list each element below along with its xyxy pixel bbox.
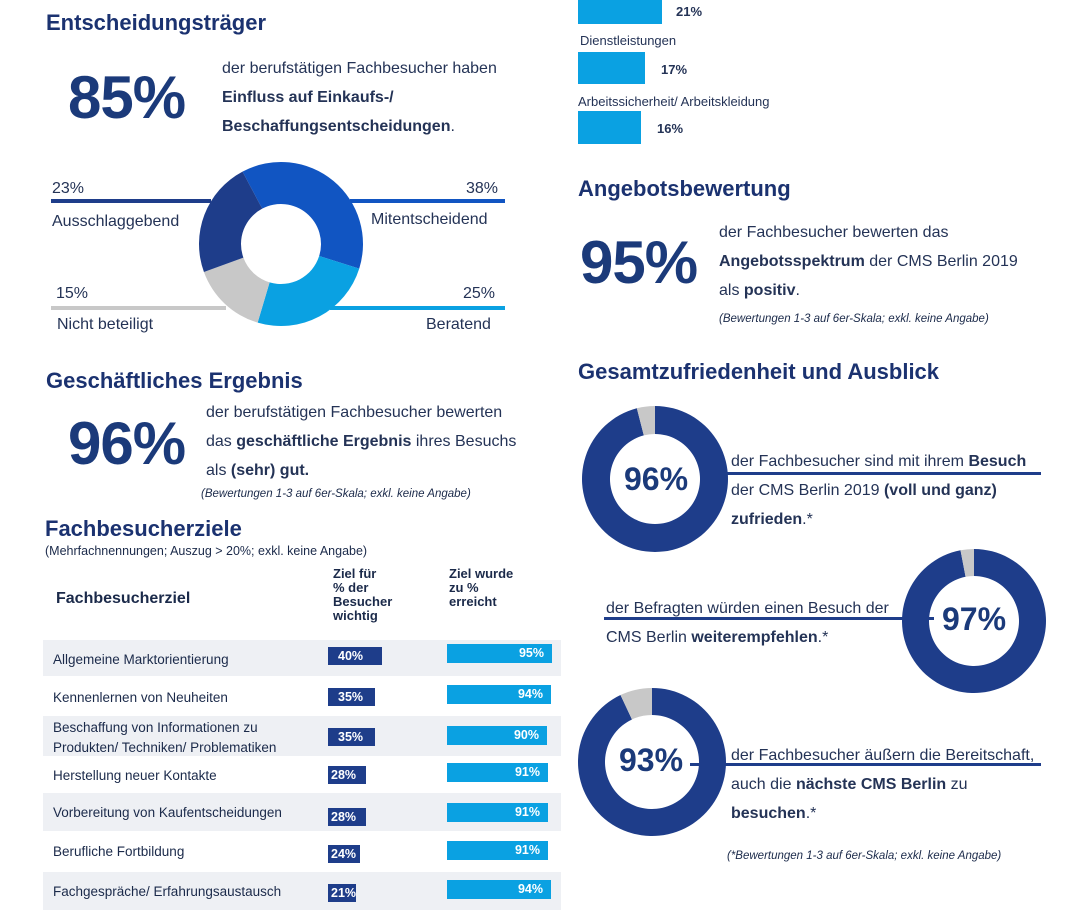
line-nicht-beteiligt bbox=[51, 306, 226, 310]
goals-bar-important: 24% bbox=[328, 845, 360, 863]
goals-row-label: Kennenlernen von Neuheiten bbox=[53, 690, 228, 705]
goals-bar-achieved: 95% bbox=[447, 644, 552, 663]
top-bar-2-label: Dienstleistungen bbox=[580, 33, 677, 48]
result-title: Geschäftliches Ergebnis bbox=[46, 368, 303, 393]
top-bar-3-value: 16% bbox=[657, 121, 684, 136]
goals-row: Kennenlernen von Neuheiten 35% 94% bbox=[43, 678, 561, 714]
ring-filled-slice bbox=[901, 549, 1046, 693]
goals-row-label: Herstellung neuer Kontakte bbox=[53, 768, 217, 783]
result-big-number: 96% bbox=[68, 410, 186, 477]
ring1-text: der Fachbesucher sind mit ihrem Besuch d… bbox=[731, 453, 1027, 528]
donut-label-23: 23% bbox=[52, 180, 85, 197]
top-bar-2 bbox=[578, 52, 645, 84]
decision-big-number: 85% bbox=[68, 64, 186, 131]
donut-slice-ausschlaggebend bbox=[199, 171, 263, 273]
ring3-donut bbox=[578, 688, 726, 836]
satisfaction-note: (*Bewertungen 1-3 auf 6er-Skala; exkl. k… bbox=[727, 850, 1002, 862]
donut-slice-beratend bbox=[257, 255, 360, 326]
decision-title: Entscheidungsträger bbox=[46, 10, 267, 35]
donut-cat-ausschlaggebend: Ausschlaggebend bbox=[52, 213, 180, 230]
ring3-text: der Fachbesucher äußern die Bereitschaft… bbox=[731, 747, 1035, 822]
ring-rest-slice bbox=[636, 406, 655, 436]
offer-title: Angebotsbewertung bbox=[578, 176, 791, 201]
ring-rest-slice bbox=[960, 549, 974, 577]
goals-row-label: Fachgespräche/ Erfahrungsaustausch bbox=[53, 884, 282, 899]
donut-cat-beratend: Beratend bbox=[426, 316, 491, 333]
goals-bar-achieved: 91% bbox=[447, 763, 548, 782]
top-bar-3 bbox=[578, 111, 641, 144]
goals-col0-header: Fachbesucherziel bbox=[56, 590, 191, 607]
ring2-value: 97% bbox=[942, 601, 1007, 637]
goals-col2-header: Ziel wurde zu % erreicht bbox=[449, 566, 514, 609]
goals-col1-header: Ziel für% der Besucher wichtig bbox=[333, 566, 393, 623]
goals-bar-achieved: 94% bbox=[447, 880, 551, 899]
goals-row-label: Allgemeine Marktorientierung bbox=[53, 652, 229, 667]
goals-row: Beschaffung von Informationen zu Produkt… bbox=[43, 716, 561, 756]
donut-label-25: 25% bbox=[463, 285, 496, 302]
ring-filled-slice bbox=[582, 406, 728, 552]
goals-row: Berufliche Fortbildung 24% 91% bbox=[43, 832, 561, 868]
goals-row: Herstellung neuer Kontakte 28% 91% bbox=[43, 756, 561, 792]
result-text: der berufstätigen Fachbesucher bewerten … bbox=[206, 404, 517, 479]
goals-bar-achieved: 91% bbox=[447, 803, 548, 822]
top-bar-2-value: 17% bbox=[661, 62, 688, 77]
goals-bar-achieved: 94% bbox=[447, 685, 551, 704]
goals-title: Fachbesucherziele bbox=[45, 516, 242, 541]
goals-bar-important: 35% bbox=[328, 688, 375, 706]
goals-row-label: Berufliche Fortbildung bbox=[53, 844, 185, 859]
goals-bar-important: 35% bbox=[328, 728, 375, 746]
ring2-text: der Befragten würden einen Besuch der CM… bbox=[606, 600, 889, 646]
ring-rest-slice bbox=[620, 688, 652, 720]
decision-text: der berufstätigen Fachbesucher haben Ein… bbox=[222, 60, 497, 135]
offer-big-number: 95% bbox=[580, 229, 698, 296]
donut-cat-nicht-beteiligt: Nicht beteiligt bbox=[57, 316, 154, 333]
goals-row-label: Vorbereitung von Kaufentscheidungen bbox=[53, 805, 282, 820]
line-beratend bbox=[330, 306, 505, 310]
offer-note: (Bewertungen 1-3 auf 6er-Skala; exkl. ke… bbox=[719, 313, 989, 325]
goals-bar-important: 28% bbox=[328, 766, 366, 784]
goals-row-label: Beschaffung von Informationen zu Produkt… bbox=[53, 720, 277, 755]
donut-slice-nicht-beteiligt bbox=[203, 257, 270, 323]
goals-bar-achieved: 91% bbox=[447, 841, 548, 860]
offer-text: der Fachbesucher bewerten das Angebotssp… bbox=[719, 224, 1018, 299]
result-note: (Bewertungen 1-3 auf 6er-Skala; exkl. ke… bbox=[201, 488, 471, 500]
donut-slice-mitentscheidend bbox=[242, 162, 363, 269]
ring-filled-slice bbox=[578, 688, 726, 836]
goals-bar-important: 28% bbox=[328, 808, 366, 826]
donut-cat-mitentscheidend: Mitentscheidend bbox=[371, 211, 488, 228]
ring2-donut bbox=[901, 549, 1046, 693]
goals-subtitle: (Mehrfachnennungen; Auszug > 20%; exkl. … bbox=[45, 544, 368, 558]
ring1-donut bbox=[582, 406, 728, 552]
goals-bar-important: 40% bbox=[328, 647, 382, 665]
ring1-line bbox=[700, 472, 1041, 475]
satisfaction-title: Gesamtzufriedenheit und Ausblick bbox=[578, 359, 940, 384]
top-bar-1 bbox=[578, 0, 662, 24]
goals-bar-important: 21% bbox=[328, 884, 356, 902]
goals-row: Fachgespräche/ Erfahrungsaustausch 21% 94% bbox=[43, 872, 561, 910]
goals-row: Vorbereitung von Kaufentscheidungen 28% 91… bbox=[43, 793, 561, 831]
top-bar-1-value: 21% bbox=[676, 4, 703, 19]
donut-label-38: 38% bbox=[466, 180, 499, 197]
goals-bar-achieved: 90% bbox=[447, 726, 547, 745]
donut-label-15: 15% bbox=[56, 285, 89, 302]
ring3-value: 93% bbox=[619, 742, 684, 778]
ring3-line bbox=[690, 763, 1041, 766]
line-ausschlaggebend bbox=[51, 199, 211, 203]
decision-donut bbox=[199, 162, 363, 326]
ring2-line bbox=[604, 617, 934, 620]
ring1-value: 96% bbox=[624, 461, 689, 497]
line-mitentscheidend bbox=[350, 199, 505, 203]
top-bar-3-label: Arbeitssicherheit/ Arbeitskleidung bbox=[578, 94, 770, 109]
goals-row: Allgemeine Marktorientierung 40% 95% bbox=[43, 640, 561, 676]
